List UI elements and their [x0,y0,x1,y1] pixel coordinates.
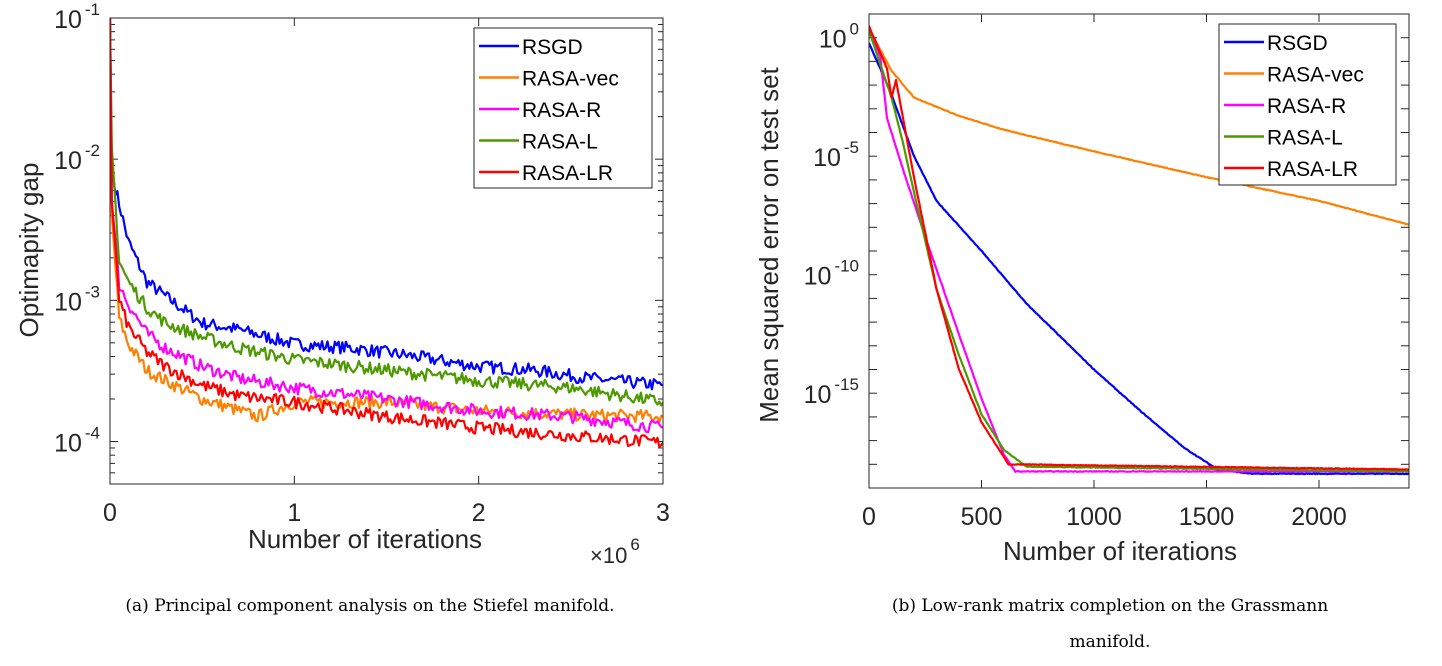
x-multiplier: ×10 6 [590,535,640,568]
x-axis-label: Number of iterations [248,524,482,554]
legend: RSGD RASA-vec RASA-R RASA-L RASA-LR [473,27,653,189]
legend-label: RASA-L [1267,127,1343,150]
axes-box [109,17,664,485]
legend-label: RASA-R [522,99,601,122]
y-tick-label: 10 -4 [54,424,100,458]
y-tick-base: 10 [819,26,847,54]
series-line-rsgd [110,18,663,391]
y-axis-label: Mean squared error on test set [754,66,784,422]
legend-label: RASA-R [1267,95,1346,118]
series-line-rasa-l [869,30,1409,473]
y-tick-base: 10 [54,6,82,34]
x-tick-label: 3 [656,499,670,527]
y-tick-exp: -4 [85,424,100,443]
series-line-rasa-lr [869,25,1409,471]
x-tick-label: 0 [103,499,117,527]
y-tick-base: 10 [813,144,841,172]
x-tick-label: 1000 [1066,503,1122,531]
y-tick-base: 10 [804,263,832,291]
y-tick-label: 10 -15 [804,375,859,409]
legend-label: RASA-LR [1267,158,1358,181]
x-multiplier-base: ×10 [590,543,627,568]
legend-label: RSGD [522,36,583,59]
x-tick-label: 1500 [1179,503,1235,531]
legend: RSGD RASA-vec RASA-R RASA-L RASA-LR [1218,23,1397,186]
legend-label: RASA-LR [522,162,613,185]
x-tick-label: 2 [472,499,486,527]
series-line-rsgd [869,42,1409,476]
legend-label: RSGD [1267,32,1328,55]
legend-label: RASA-vec [1267,64,1364,87]
y-tick-label: 10 -5 [813,138,859,172]
caption-line: (b) Low-rank matrix completion on the Gr… [892,596,1328,616]
series-line-rasa-vec [869,27,1409,226]
y-tick-base: 10 [804,381,832,409]
y-tick-label: 10 -1 [54,0,100,34]
y-tick-label: 10 -3 [54,282,100,316]
y-tick-exp: -2 [85,141,100,160]
x-multiplier-exp: 6 [630,535,639,554]
y-tick-base: 10 [54,147,82,175]
y-tick-exp: -10 [834,257,859,276]
legend-label: RASA-vec [522,68,619,91]
y-tick-label: 10 0 [819,20,859,54]
x-tick-label: 500 [961,503,1003,531]
axes-box [868,13,1410,489]
series-line-rasa-r [110,18,663,434]
legend-label: RASA-L [522,131,598,154]
x-tick-label: 0 [862,503,876,531]
x-tick-label: 2000 [1291,503,1347,531]
y-tick-exp: -5 [844,138,859,157]
caption: (b) Low-rank matrix completion on the Gr… [892,596,1328,652]
series-line-rasa-vec [110,18,663,424]
y-tick-base: 10 [54,288,82,316]
caption: (a) Principal component analysis on the … [125,596,614,616]
series-line-rasa-lr [110,18,663,448]
y-tick-exp: -1 [85,0,100,19]
y-axis-label: Optimapity gap [14,163,44,338]
y-tick-label: 10 -2 [54,141,100,175]
y-tick-exp: -15 [834,375,859,394]
y-tick-label: 10 -10 [804,257,859,291]
y-tick-exp: -3 [85,282,100,301]
y-tick-exp: 0 [850,20,859,39]
x-tick-label: 1 [287,499,301,527]
caption-line: manifold. [1070,632,1151,652]
series-line-rasa-l [110,18,663,407]
x-axis-label: Number of iterations [1003,536,1237,566]
y-tick-base: 10 [54,430,82,458]
